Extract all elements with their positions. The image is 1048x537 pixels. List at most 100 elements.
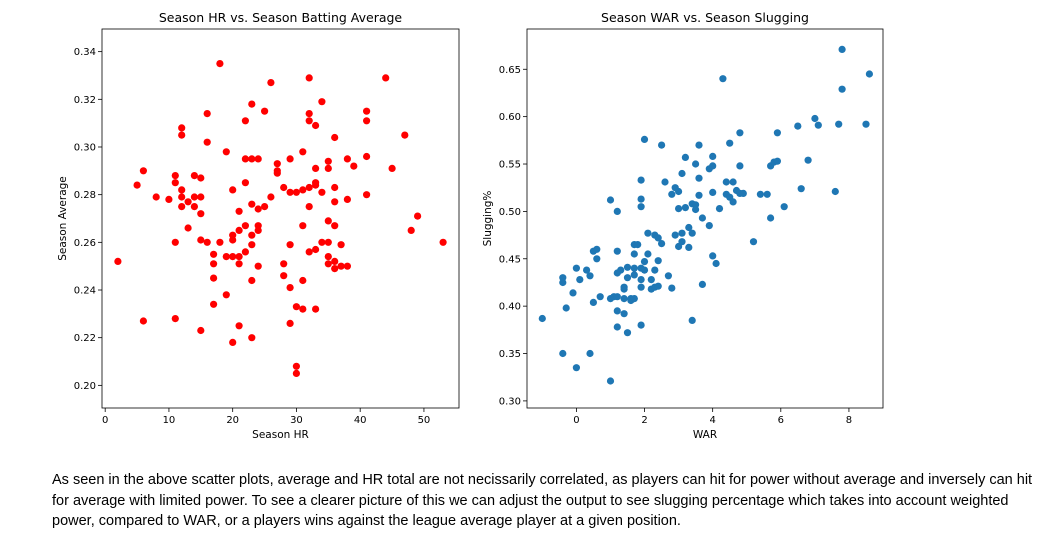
data-point <box>613 247 621 255</box>
data-point <box>613 323 621 331</box>
data-point <box>559 278 567 287</box>
data-point <box>678 238 686 246</box>
y-tick-label: 0.22 <box>74 333 96 344</box>
data-point <box>637 276 645 284</box>
data-point <box>343 155 351 163</box>
data-point <box>197 326 205 335</box>
data-point <box>229 236 237 244</box>
data-point <box>593 255 601 263</box>
data-point <box>736 162 744 170</box>
data-point <box>630 250 638 258</box>
data-point <box>248 100 256 108</box>
data-point <box>222 291 230 299</box>
data-point <box>538 314 546 323</box>
data-point <box>596 293 604 301</box>
data-point <box>617 266 625 274</box>
data-point <box>715 205 724 213</box>
data-point <box>664 272 673 280</box>
data-point <box>248 334 256 342</box>
data-point <box>305 248 313 256</box>
data-point <box>695 174 703 182</box>
data-point <box>292 303 300 311</box>
data-point <box>685 243 693 251</box>
data-point <box>654 257 662 265</box>
data-point <box>363 107 371 115</box>
data-point <box>363 117 371 125</box>
data-point <box>241 222 249 230</box>
data-point <box>184 198 192 206</box>
data-point <box>572 364 581 372</box>
data-point <box>363 191 371 199</box>
data-point <box>589 298 598 306</box>
data-point <box>709 252 717 260</box>
data-point <box>286 241 294 249</box>
data-point <box>318 98 326 106</box>
data-point <box>637 321 645 329</box>
plot-frame <box>526 28 884 409</box>
data-point <box>862 120 870 128</box>
data-point <box>248 155 256 163</box>
chart-title: Season HR vs. Season Batting Average <box>159 10 403 25</box>
data-point <box>722 178 730 186</box>
data-point <box>292 188 300 196</box>
data-point <box>685 223 693 232</box>
data-point <box>210 250 218 258</box>
data-point <box>692 160 700 168</box>
data-point <box>668 284 676 292</box>
data-point <box>675 205 683 213</box>
data-point <box>331 257 339 265</box>
data-point <box>668 190 676 198</box>
data-point <box>324 253 332 261</box>
data-point <box>865 70 874 78</box>
data-point <box>780 203 788 211</box>
data-point <box>382 74 390 82</box>
data-point <box>678 229 686 237</box>
data-point <box>831 187 839 196</box>
data-point <box>318 238 326 246</box>
data-point <box>184 224 192 232</box>
data-point <box>736 129 744 137</box>
data-point <box>312 121 320 130</box>
data-point <box>216 238 224 246</box>
chart-title: Season WAR vs. Season Slugging <box>601 10 809 25</box>
data-point <box>637 203 645 211</box>
data-point <box>337 262 345 270</box>
data-point <box>254 205 262 213</box>
x-tick-label: 10 <box>163 415 176 426</box>
data-point <box>324 157 332 165</box>
data-point <box>299 222 307 230</box>
data-point <box>178 193 186 201</box>
x-axis-label: Season HR <box>252 429 309 441</box>
data-point <box>719 75 727 83</box>
data-point <box>814 121 822 129</box>
x-axis-label: WAR <box>693 429 717 441</box>
data-point <box>178 186 186 194</box>
data-point <box>235 322 243 330</box>
y-tick-label: 0.50 <box>499 207 521 218</box>
data-point <box>197 174 205 182</box>
data-point <box>305 117 313 125</box>
data-point <box>286 284 294 292</box>
data-point <box>623 263 632 271</box>
data-point <box>229 186 237 194</box>
data-point <box>197 210 205 218</box>
data-point <box>675 187 683 196</box>
data-point <box>749 238 758 246</box>
data-point <box>305 110 313 118</box>
y-tick-label: 0.30 <box>499 396 521 407</box>
data-point <box>804 156 812 164</box>
data-point <box>203 238 211 246</box>
data-point <box>171 172 179 180</box>
data-point <box>273 169 281 177</box>
data-point <box>190 193 198 201</box>
data-point <box>692 205 700 214</box>
data-point <box>838 45 846 54</box>
data-point <box>152 193 160 201</box>
y-axis-label: Slugging% <box>482 191 494 247</box>
data-point <box>229 338 237 346</box>
y-tick-label: 0.40 <box>499 302 521 313</box>
data-point <box>280 272 288 280</box>
data-point <box>280 260 288 268</box>
x-tick-label: 50 <box>418 415 431 426</box>
data-point <box>350 162 358 170</box>
